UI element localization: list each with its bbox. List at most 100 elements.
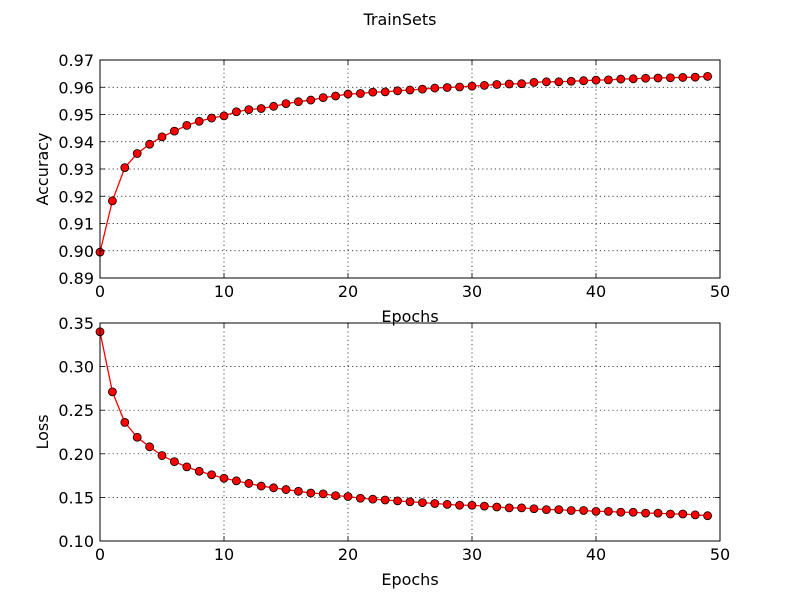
- accuracy-data-point: [517, 79, 526, 89]
- loss-data-point: [554, 505, 564, 515]
- accuracy-data-point: [293, 97, 303, 107]
- accuracy-data-point: [666, 73, 675, 83]
- loss-ytick-label: 0.20: [58, 445, 94, 464]
- loss-data-point: [666, 509, 675, 519]
- accuracy-data-point: [108, 196, 117, 206]
- loss-data-point: [108, 387, 117, 397]
- accuracy-data-point: [256, 104, 266, 113]
- loss-data-point: [231, 476, 241, 486]
- loss-xtick-label: 20: [338, 545, 358, 564]
- figure-title: TrainSets: [363, 10, 437, 29]
- loss-data-point: [492, 502, 502, 512]
- accuracy-ytick-label: 0.89: [58, 269, 94, 288]
- accuracy-data-point: [492, 80, 502, 89]
- accuracy-data-point: [703, 71, 712, 81]
- loss-data-point: [653, 508, 663, 518]
- loss-xlabel: Epochs: [381, 570, 438, 589]
- accuracy-data-point: [504, 79, 514, 89]
- accuracy-data-point: [380, 87, 390, 97]
- loss-data-point: [641, 508, 650, 518]
- loss-data-point: [380, 495, 390, 505]
- accuracy-data-point: [479, 80, 489, 90]
- accuracy-series-line: [99, 75, 708, 253]
- accuracy-data-point: [690, 72, 700, 82]
- loss-xtick-label: 10: [214, 545, 234, 564]
- accuracy-ytick-label: 0.90: [58, 242, 94, 261]
- loss-data-point: [417, 498, 427, 508]
- accuracy-data-point: [355, 89, 365, 98]
- loss-data-point: [256, 481, 266, 491]
- accuracy-data-point: [529, 77, 539, 87]
- accuracy-data-point: [318, 93, 328, 103]
- loss-data-point: [405, 497, 415, 507]
- accuracy-xtick-label: 50: [710, 282, 730, 301]
- accuracy-data-point: [542, 77, 551, 87]
- loss-data-point: [517, 503, 526, 513]
- loss-ytick-label: 0.30: [58, 358, 94, 377]
- loss-data-point: [455, 500, 465, 510]
- accuracy-data-point: [604, 75, 613, 85]
- accuracy-data-point: [430, 83, 440, 93]
- accuracy-data-point: [368, 87, 378, 97]
- accuracy-ytick-label: 0.93: [58, 160, 94, 179]
- loss-data-point: [579, 506, 588, 515]
- loss-ylabel: Loss: [33, 414, 52, 449]
- accuracy-data-point: [194, 116, 204, 126]
- loss-xtick-label: 40: [586, 545, 606, 564]
- loss-data-point: [281, 485, 291, 494]
- accuracy-ytick-label: 0.95: [58, 106, 94, 125]
- accuracy-data-point: [566, 76, 576, 86]
- loss-data-point: [194, 466, 204, 476]
- loss-data-point: [430, 499, 440, 508]
- accuracy-data-point: [579, 76, 588, 86]
- loss-data-point: [169, 457, 179, 467]
- loss-xtick-label: 0: [95, 545, 105, 564]
- accuracy-data-point: [591, 75, 601, 85]
- loss-data-point: [703, 511, 712, 521]
- accuracy-data-point: [628, 74, 638, 84]
- accuracy-data-point: [405, 85, 415, 95]
- accuracy-ytick-label: 0.91: [58, 215, 94, 234]
- accuracy-data-point: [281, 99, 291, 108]
- accuracy-data-point: [157, 132, 167, 142]
- accuracy-data-point: [182, 121, 192, 130]
- loss-data-point: [244, 479, 254, 488]
- loss-data-point: [145, 442, 155, 452]
- accuracy-data-point: [306, 95, 316, 105]
- accuracy-data-point: [616, 74, 626, 84]
- accuracy-ytick-label: 0.94: [58, 133, 94, 152]
- accuracy-xlabel: Epochs: [381, 307, 438, 326]
- accuracy-data-point: [455, 82, 465, 92]
- loss-data-point: [306, 488, 316, 498]
- accuracy-data-point: [120, 163, 130, 173]
- accuracy-ytick-label: 0.92: [58, 187, 94, 206]
- loss-data-point: [368, 494, 378, 504]
- loss-ytick-label: 0.25: [58, 401, 94, 420]
- accuracy-data-point: [244, 105, 254, 114]
- accuracy-xtick-label: 10: [214, 282, 234, 301]
- loss-xtick-label: 30: [462, 545, 482, 564]
- accuracy-data-point: [132, 149, 142, 158]
- accuracy-data-point: [219, 111, 229, 121]
- accuracy-data-point: [331, 91, 341, 101]
- accuracy-ylabel: Accuracy: [33, 132, 52, 205]
- accuracy-xtick-label: 20: [338, 282, 358, 301]
- loss-data-point: [479, 501, 489, 511]
- accuracy-xtick-label: 0: [95, 282, 105, 301]
- accuracy-data-point: [393, 86, 403, 96]
- accuracy-xtick-label: 30: [462, 282, 482, 301]
- loss-data-point: [343, 492, 353, 501]
- accuracy-data-point: [343, 89, 353, 99]
- loss-data-point: [182, 462, 192, 472]
- loss-series-line: [99, 331, 708, 517]
- accuracy-ytick-label: 0.96: [58, 78, 94, 97]
- accuracy-data-point: [678, 73, 688, 82]
- loss-subplot: 0 10 20 30 40 50 0.10 0.15 0.20 0.25 0.30 0.35 Epoch…: [33, 314, 730, 589]
- loss-data-point: [467, 500, 477, 510]
- accuracy-data-point: [442, 83, 452, 92]
- loss-data-point: [591, 506, 601, 516]
- loss-data-point: [219, 473, 229, 483]
- loss-ytick-label: 0.35: [58, 314, 94, 333]
- loss-data-point: [132, 432, 142, 442]
- loss-ytick-label: 0.15: [58, 488, 94, 507]
